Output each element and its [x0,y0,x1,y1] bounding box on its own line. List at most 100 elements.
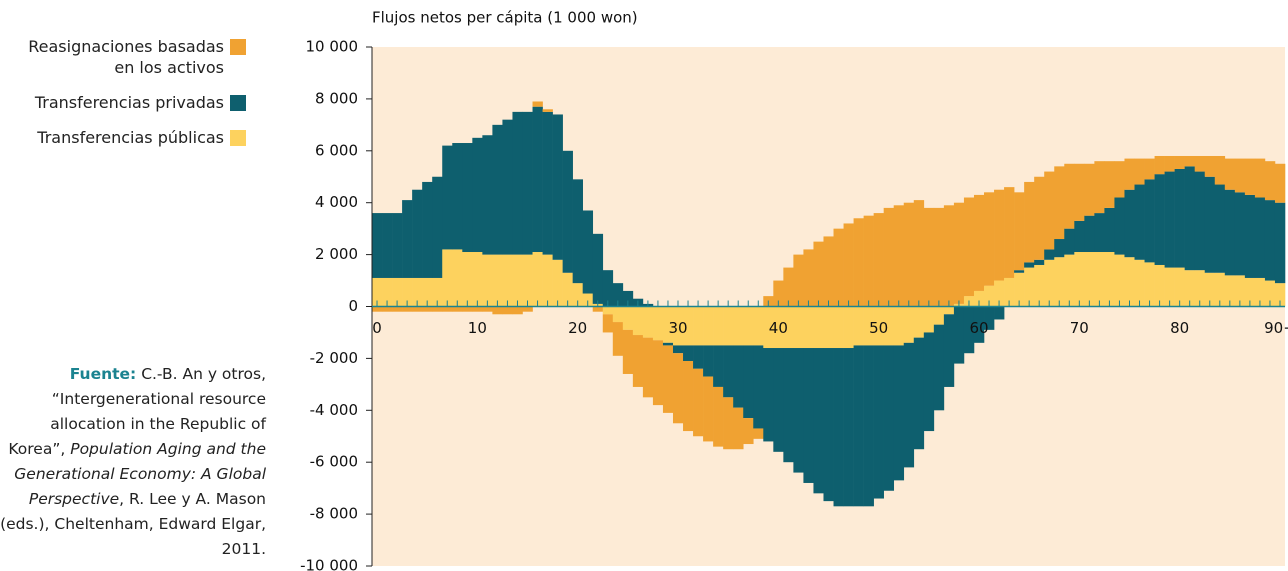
bar [1054,239,1065,258]
bar [873,213,884,307]
bar [1204,155,1216,177]
bar [522,111,533,255]
bar [1014,270,1025,273]
bar [873,345,884,499]
bar [1264,161,1276,201]
bar [803,348,814,483]
bar [642,306,654,338]
bar [984,285,995,307]
y-tick-label: -10 000 [300,557,358,571]
y-tick-label: -8 000 [310,505,358,523]
bar [612,306,624,323]
bar [773,306,784,349]
bar [1074,252,1085,307]
bar [572,179,583,284]
legend-label: Transferencias públicas [37,128,224,147]
bar [753,428,764,439]
bar [1214,184,1226,273]
bar [853,306,864,346]
bar [1054,257,1065,307]
bar [1104,207,1115,253]
bar [863,345,874,507]
bar [1104,161,1115,208]
bar [502,254,513,307]
bar [422,277,433,307]
bar [532,101,543,107]
source-text: , R. Lee y A. Mason (eds.), Cheltenham, … [0,490,266,558]
bar [502,306,513,315]
bar [1234,275,1246,307]
bar [492,124,503,255]
y-tick-label: -4 000 [310,401,358,419]
bar [1024,181,1035,263]
bar [1114,254,1125,307]
legend-item: Reasignaciones basadas en los activos [0,36,246,78]
bar [1134,158,1145,185]
bar [973,306,985,343]
bar [1004,277,1015,307]
bar [472,252,483,307]
bar [683,360,694,432]
bar [883,345,895,491]
bar [1254,158,1266,198]
bar [1234,158,1246,193]
bar [1194,171,1206,271]
bar [402,306,413,312]
bar [1274,202,1286,284]
bar [984,192,995,286]
bar [412,277,423,307]
bar [482,254,493,307]
bar [923,306,935,333]
legend: Reasignaciones basadas en los activos Tra… [0,36,246,162]
y-tick-label: 0 [348,297,358,315]
bar [1224,189,1236,276]
bar [994,280,1005,307]
bar [1024,262,1035,268]
bar [833,306,844,349]
bar [703,345,714,377]
bar [1164,267,1175,307]
bar [602,306,614,315]
bar [1164,171,1175,268]
x-tick-label: 70 [1070,319,1089,337]
bar [973,194,985,291]
bar [1114,161,1125,198]
bar [893,345,905,481]
bar [612,322,624,356]
bar [1104,252,1115,307]
y-tick-label: 6 000 [315,141,358,159]
legend-swatch [230,95,246,111]
bar [813,306,824,349]
bar [773,348,784,452]
bar [913,337,925,450]
bar [1184,166,1196,271]
bar [622,290,634,307]
bar [1044,249,1055,260]
bar [652,340,664,406]
bar [963,197,975,297]
bar [482,306,493,312]
bar [733,407,744,450]
bar [1034,264,1045,307]
bar [532,106,543,253]
bar [672,306,684,346]
bar [652,306,664,341]
bar [783,306,794,349]
bar [382,277,393,307]
bar [402,200,413,278]
y-tick-label: 2 000 [315,245,358,263]
bar [462,143,473,253]
bar [843,348,854,507]
x-tick-label: 60 [969,319,988,337]
bar [813,348,824,494]
bar [1174,155,1185,169]
bar [693,345,704,369]
bar [753,345,764,429]
legend-swatch [230,39,246,55]
bar [903,342,915,468]
bar [392,277,403,307]
bar [1114,197,1125,255]
legend-item: Transferencias públicas [0,127,246,148]
bar [452,143,463,250]
bar [763,306,774,349]
